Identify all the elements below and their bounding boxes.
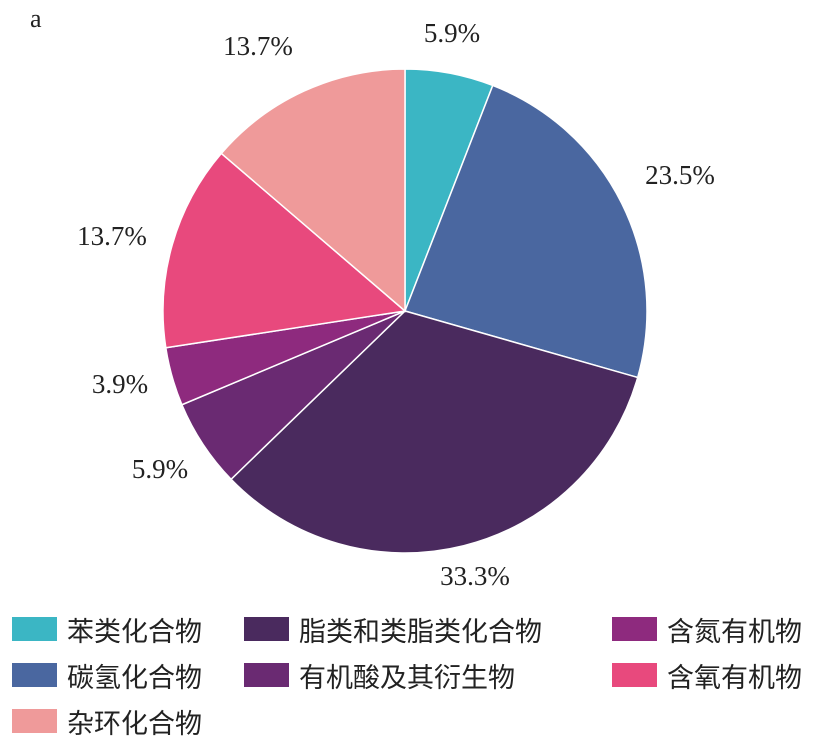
pie-labels: 5.9% 23.5% 33.3% 5.9% 3.9% 13.7% 13.7% <box>77 18 715 591</box>
slice-percent-label: 23.5% <box>645 160 715 190</box>
panel-label: a <box>30 4 42 33</box>
legend-label: 脂类和类脂类化合物 <box>299 616 542 648</box>
pie-slice <box>230 310 639 554</box>
pie-slices <box>162 68 648 554</box>
legend-label: 含氮有机物 <box>667 616 802 648</box>
legend-item: 苯类化合物 <box>12 607 202 651</box>
legend-item: 脂类和类脂类化合物 <box>244 607 542 651</box>
legend-item: 含氮有机物 <box>612 607 802 651</box>
legend-label: 杂环化合物 <box>67 708 202 740</box>
legend-swatch <box>12 663 57 687</box>
legend-swatch <box>12 617 57 641</box>
pie-slice <box>220 68 406 313</box>
legend-swatch <box>612 617 657 641</box>
legend-swatch <box>12 709 57 733</box>
legend-item: 碳氢化合物 <box>12 653 202 697</box>
pie-slice <box>162 152 407 349</box>
legend: 苯类化合物 脂类和类脂类化合物 含氮有机物 碳氢化合物 有机酸及其衍生物 含氧有… <box>0 607 828 743</box>
pie-chart: 5.9% 23.5% 33.3% 5.9% 3.9% 13.7% 13.7% <box>77 18 715 591</box>
legend-swatch <box>244 617 289 641</box>
slice-percent-label: 13.7% <box>77 221 147 251</box>
legend-item: 杂环化合物 <box>12 699 202 743</box>
slice-percent-label: 5.9% <box>132 454 188 484</box>
slice-percent-label: 13.7% <box>223 31 293 61</box>
slice-percent-label: 3.9% <box>92 369 148 399</box>
legend-item: 含氧有机物 <box>612 653 802 697</box>
slice-percent-label: 5.9% <box>424 18 480 48</box>
slice-percent-label: 33.3% <box>440 561 510 591</box>
legend-label: 有机酸及其衍生物 <box>299 662 515 694</box>
legend-label: 碳氢化合物 <box>67 662 202 694</box>
legend-item: 有机酸及其衍生物 <box>244 653 515 697</box>
pie-slice <box>404 84 648 379</box>
legend-swatch <box>612 663 657 687</box>
legend-label: 含氧有机物 <box>667 662 802 694</box>
legend-label: 苯类化合物 <box>67 616 202 648</box>
legend-swatch <box>244 663 289 687</box>
